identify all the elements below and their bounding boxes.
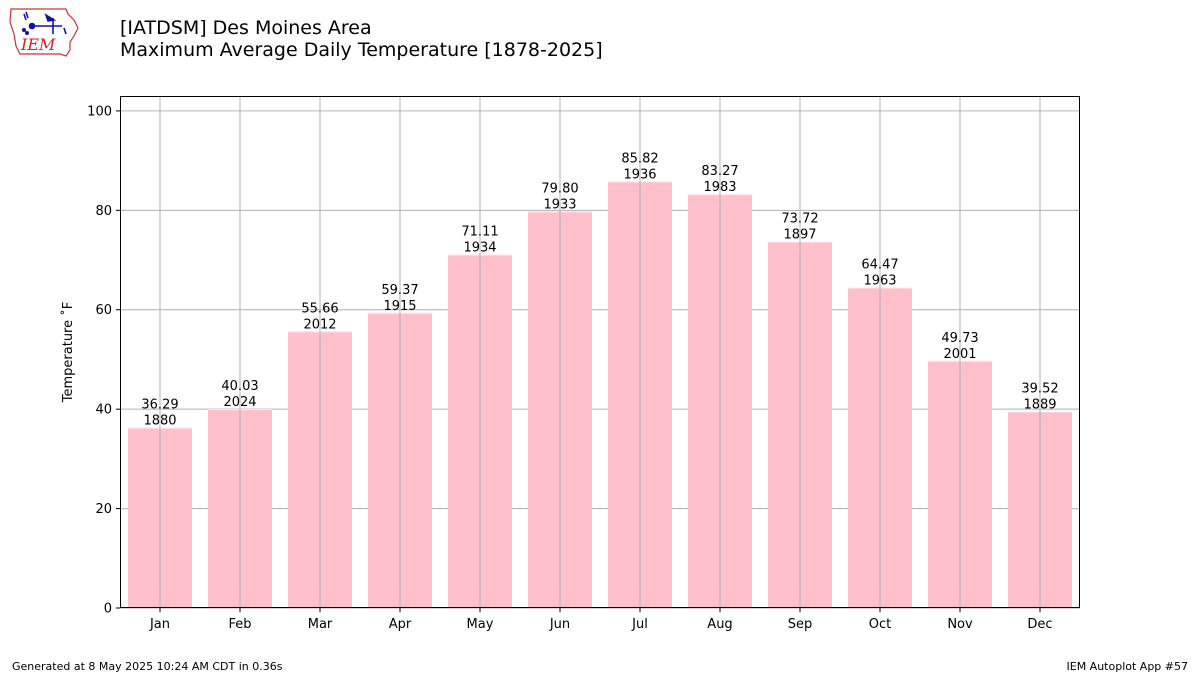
year-label: 2024 (223, 395, 256, 410)
year-label: 1983 (703, 180, 736, 195)
title-line-2: Maximum Average Daily Temperature [1878-… (120, 39, 603, 61)
x-tick-label: Jun (549, 617, 570, 632)
value-label: 64.47 (861, 258, 898, 273)
value-label: 39.52 (1021, 382, 1058, 397)
x-axis: Jan Feb Mar Apr May Jun Jul Aug Sep Oct Nov Dec (149, 608, 1053, 632)
y-axis: 0 20 40 60 80 100 (87, 104, 120, 617)
x-tick-label: May (467, 617, 494, 632)
app-id: IEM Autoplot App #57 (1066, 660, 1189, 673)
iem-logo: IEM (9, 8, 79, 57)
y-tick-label: 40 (95, 403, 112, 418)
weather-station-icon (22, 11, 67, 35)
title-line-1: [IATDSM] Des Moines Area (120, 17, 372, 39)
x-tick-label: Oct (869, 617, 891, 632)
value-label: 49.73 (941, 331, 978, 346)
x-tick-label: Jan (149, 617, 170, 632)
x-tick-label: Jul (631, 617, 648, 632)
y-axis-label: Temperature ˚F (60, 302, 76, 403)
value-label: 71.11 (461, 225, 498, 240)
bars (128, 181, 1072, 609)
logo-text: IEM (20, 35, 56, 54)
plot-frame (120, 96, 1080, 608)
iowa-outline-icon (9, 8, 79, 57)
year-label: 2001 (943, 347, 976, 362)
x-tick-label: Apr (389, 617, 412, 632)
year-label: 1934 (463, 241, 496, 256)
y-tick-label: 80 (95, 204, 112, 219)
y-tick-label: 60 (95, 303, 112, 318)
year-label: 1889 (1023, 398, 1056, 413)
year-label: 1915 (383, 299, 416, 314)
value-label: 79.80 (541, 181, 578, 196)
value-label: 85.82 (621, 151, 658, 166)
value-label: 83.27 (701, 164, 738, 179)
x-tick-label: Dec (1027, 617, 1052, 632)
value-label: 36.29 (141, 398, 178, 413)
y-tick-label: 0 (104, 602, 112, 617)
generated-timestamp: Generated at 8 May 2025 10:24 AM CDT in … (12, 660, 283, 673)
value-label: 40.03 (221, 379, 258, 394)
year-label: 1963 (863, 274, 896, 289)
year-label: 1897 (783, 228, 816, 243)
chart-title: [IATDSM] Des Moines Area Maximum Average… (120, 17, 603, 61)
y-tick-label: 20 (95, 502, 112, 517)
y-tick-label: 100 (87, 104, 112, 119)
x-tick-label: Nov (947, 617, 973, 632)
value-label: 73.72 (781, 212, 818, 227)
year-label: 2012 (303, 317, 336, 332)
value-label: 55.66 (301, 301, 338, 316)
x-tick-label: Mar (308, 617, 333, 632)
x-tick-label: Feb (228, 617, 251, 632)
value-label: 59.37 (381, 283, 418, 298)
year-label: 1880 (143, 414, 176, 429)
x-tick-label: Sep (788, 617, 813, 632)
x-tick-label: Aug (707, 617, 732, 632)
year-label: 1936 (623, 167, 656, 182)
vertical-gridlines (159, 96, 1041, 608)
year-label: 1933 (543, 197, 576, 212)
